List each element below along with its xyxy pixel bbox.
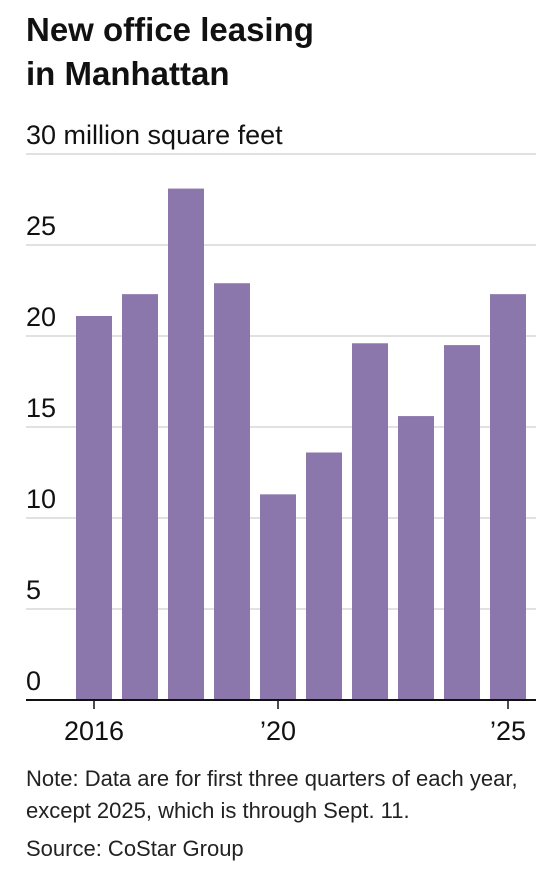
y-tick-label: 0 [26, 666, 41, 696]
y-tick-label: 30 million square feet [26, 120, 283, 150]
bar-2025 [490, 294, 526, 700]
bar-2024 [444, 345, 480, 700]
bar-2022 [352, 343, 388, 700]
y-tick-label: 25 [26, 211, 56, 241]
y-tick-label: 15 [26, 393, 56, 423]
y-tick-label: 5 [26, 575, 41, 605]
bar-2018 [168, 188, 204, 700]
bar-2017 [122, 294, 158, 700]
bar-2016 [76, 315, 112, 700]
x-tick-label: ’25 [490, 716, 526, 746]
chart-title: New office leasing in Manhattan [26, 8, 536, 96]
bar-chart: 0 5 10 15 20 25 30 million square feet 2016 ’20 ’… [26, 120, 536, 746]
chart-source: Source: CoStar Group [26, 836, 244, 861]
bar-2021 [306, 452, 342, 700]
chart-note: Note: Data are for first three quarters … [26, 766, 518, 823]
bar-2020 [260, 494, 296, 700]
y-tick-label: 10 [26, 484, 56, 514]
x-tick-label: ’20 [260, 716, 296, 746]
x-tick-label: 2016 [64, 716, 124, 746]
title-line-2: in Manhattan [26, 55, 230, 92]
bar-2019 [214, 283, 250, 700]
bar-2023 [398, 416, 434, 700]
title-line-1: New office leasing [26, 11, 314, 48]
y-tick-label: 20 [26, 302, 56, 332]
